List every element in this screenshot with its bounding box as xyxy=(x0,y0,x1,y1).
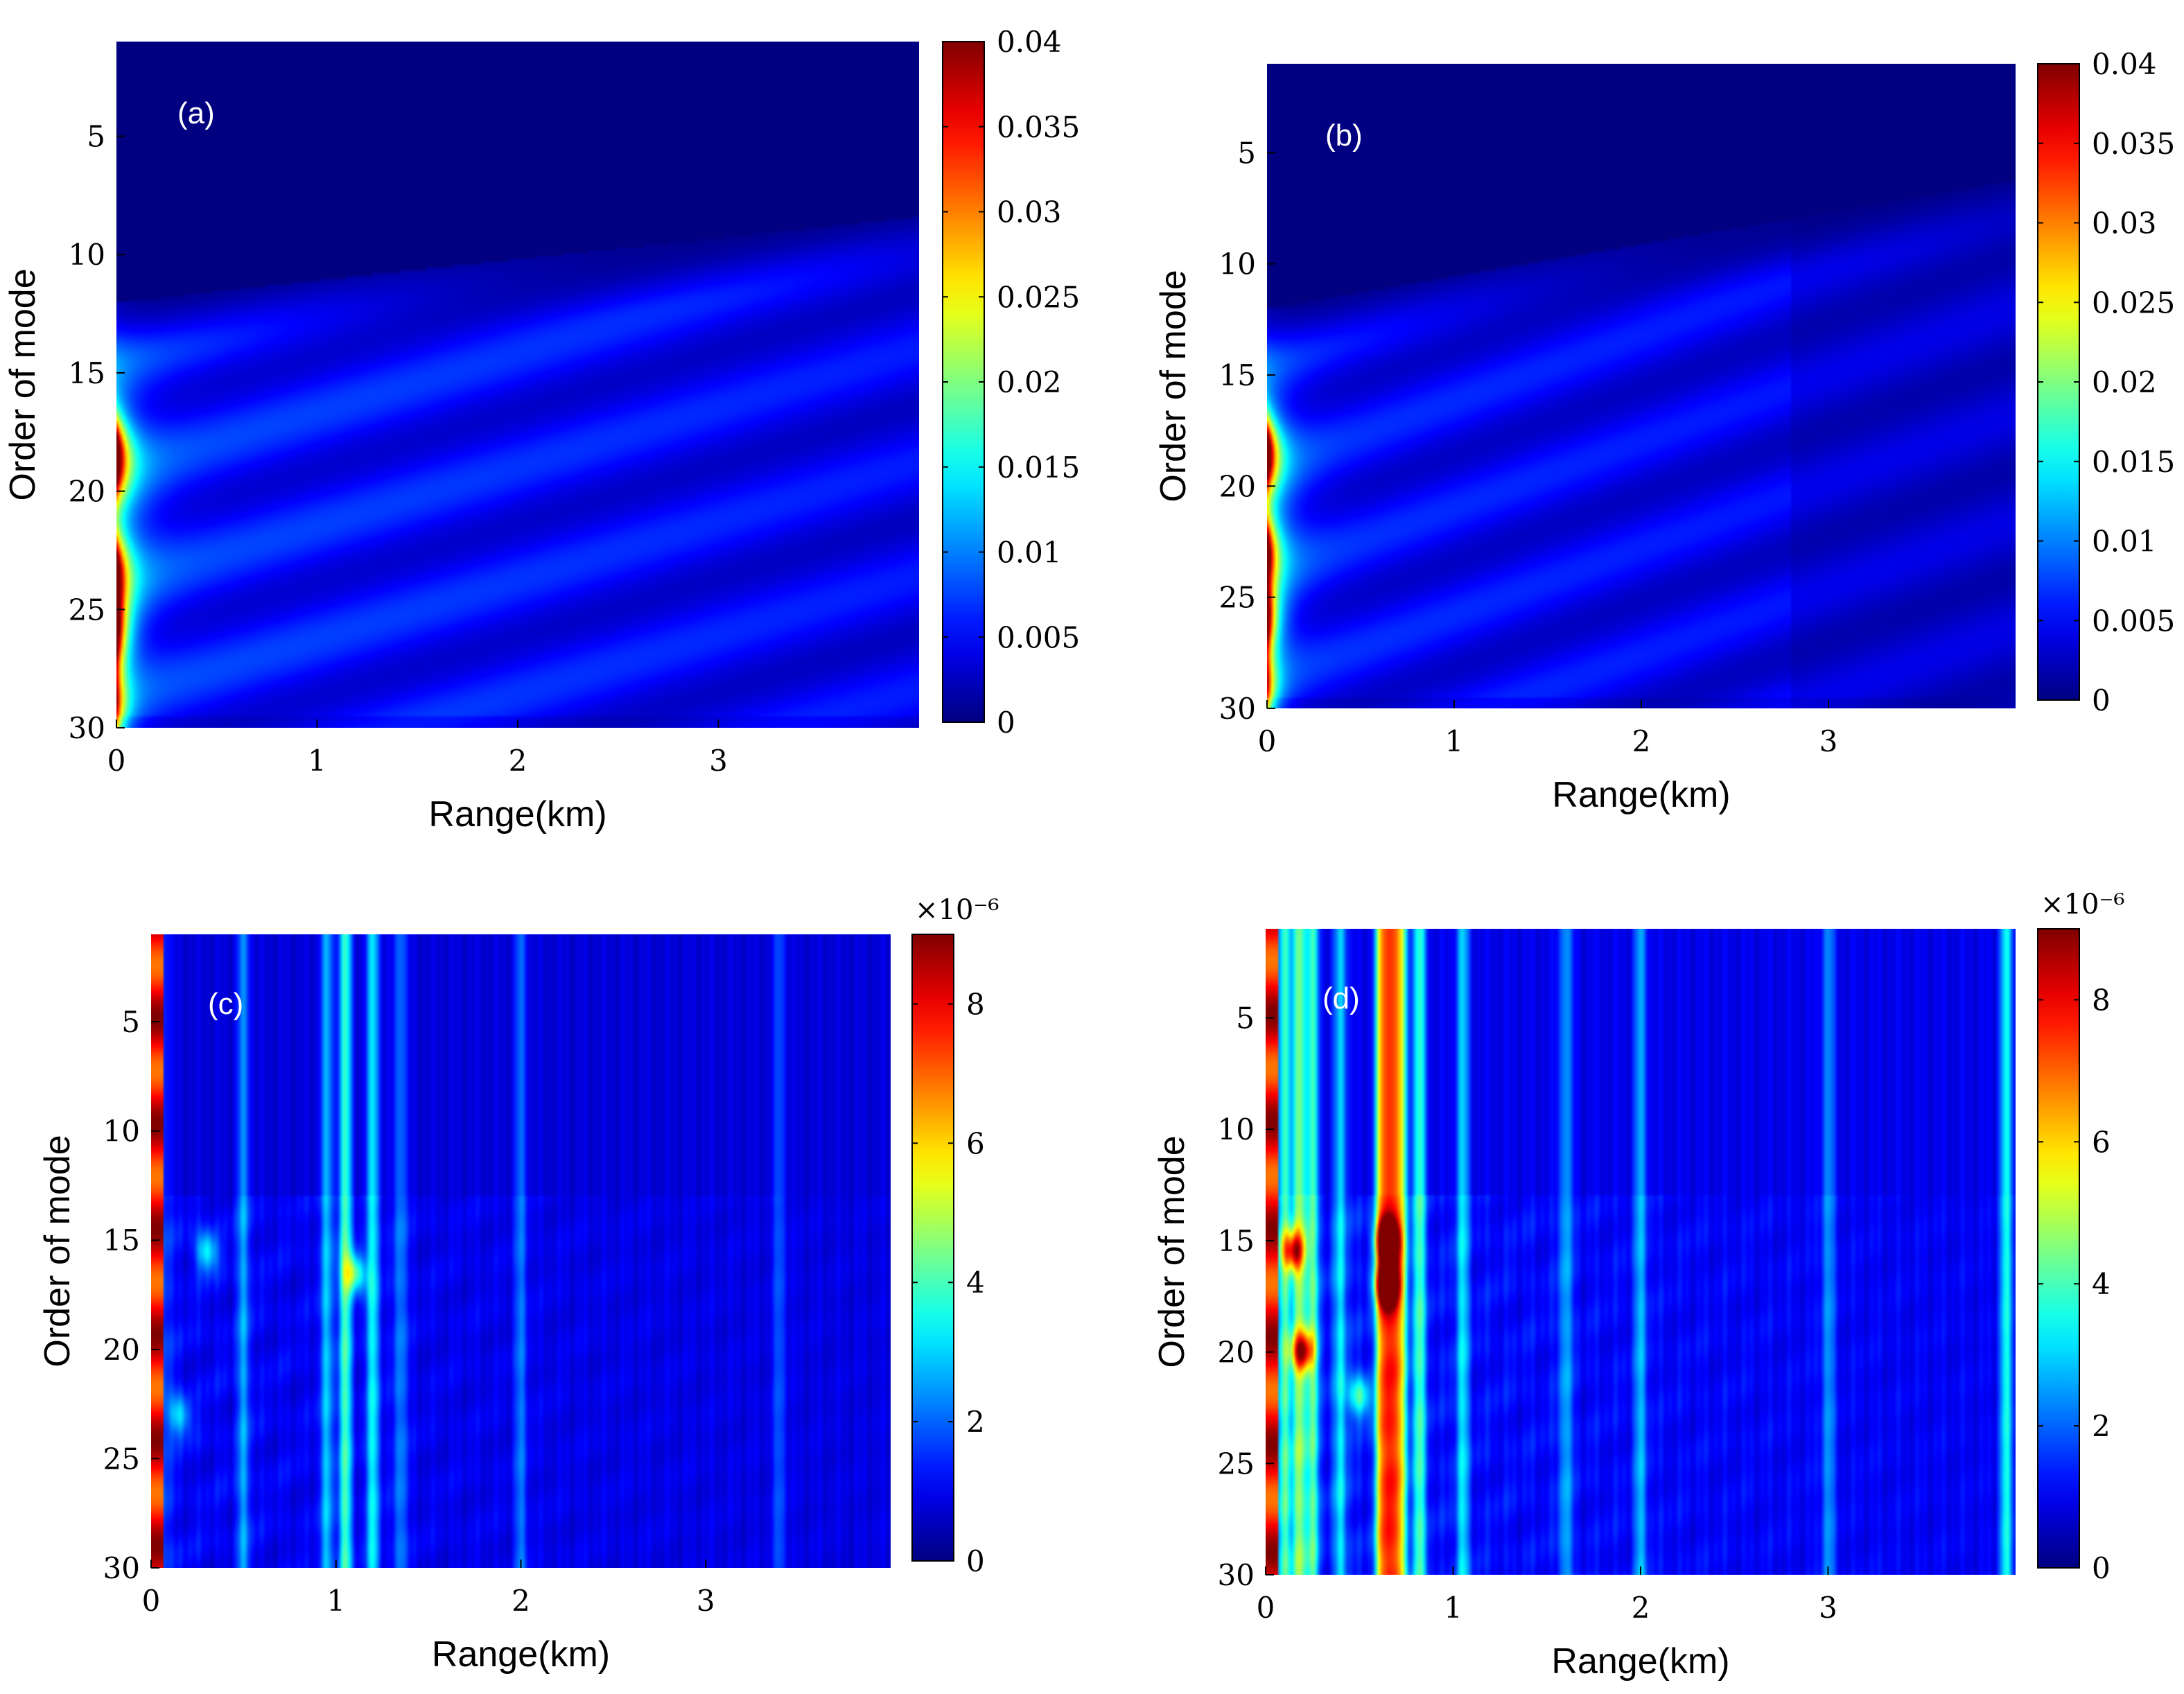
x-tick-label: 1 xyxy=(1444,1591,1462,1625)
colorbar-tick-label: 0 xyxy=(2092,683,2111,717)
panel-label: (c) xyxy=(208,987,243,1021)
x-tick-label: 1 xyxy=(326,1584,345,1618)
colorbar-tick-label: 0.03 xyxy=(997,195,1062,229)
x-tick-label: 0 xyxy=(107,744,126,778)
y-axis-label: Order of mode xyxy=(37,1135,78,1367)
colorbar-tick-label: 0.025 xyxy=(997,280,1080,314)
x-axis-label: Range(km) xyxy=(428,794,606,835)
y-tick-label: 30 xyxy=(1218,1558,1255,1592)
colorbar-tick-label: 8 xyxy=(2092,983,2111,1017)
y-tick-label: 10 xyxy=(69,238,105,272)
x-tick-label: 3 xyxy=(697,1584,715,1618)
heatmap-panel-a: (a) 0 1 2 3 5 10 15 20 25 30 Range(km) Order of mode… xyxy=(3,25,1080,835)
y-tick-label: 25 xyxy=(69,593,105,627)
y-tick-label: 5 xyxy=(121,1005,140,1039)
x-tick-label: 2 xyxy=(509,744,527,778)
y-tick-label: 15 xyxy=(1218,1224,1255,1258)
colorbar-tick-label: 0.02 xyxy=(2092,365,2157,399)
heatmap-image xyxy=(1266,929,2016,1575)
y-tick-label: 10 xyxy=(1219,247,1256,281)
colorbar-tick-label: 0.04 xyxy=(997,25,1062,59)
x-tick-label: 2 xyxy=(1632,724,1651,758)
x-tick-label: 2 xyxy=(512,1584,530,1618)
x-tick-label: 3 xyxy=(709,744,728,778)
y-tick-label: 5 xyxy=(1236,1002,1255,1036)
colorbar-tick-label: 0.02 xyxy=(997,365,1062,399)
colorbar-tick-label: 0.035 xyxy=(997,110,1080,144)
y-tick-label: 5 xyxy=(1237,136,1256,170)
y-tick-label: 10 xyxy=(1218,1112,1255,1146)
panel-label: (d) xyxy=(1322,981,1360,1015)
panel-label: (b) xyxy=(1325,119,1363,152)
y-tick-label: 20 xyxy=(69,475,105,509)
colorbar-tick-label: 8 xyxy=(966,987,985,1021)
x-tick-label: 0 xyxy=(1257,1591,1275,1625)
x-tick-label: 3 xyxy=(1819,724,1838,758)
y-tick-label: 25 xyxy=(103,1442,140,1476)
y-axis-label: Order of mode xyxy=(1153,270,1194,502)
colorbar-exponent-label: ×10⁻⁶ xyxy=(2041,889,2125,920)
colorbar-tick-label: 0.03 xyxy=(2092,207,2157,241)
colorbar-tick-label: 6 xyxy=(2092,1125,2111,1159)
y-tick-label: 15 xyxy=(103,1223,140,1257)
colorbar-tick-label: 0 xyxy=(997,706,1015,740)
x-tick-label: 1 xyxy=(308,744,326,778)
x-tick-label: 0 xyxy=(142,1584,161,1618)
colorbar-tick-label: 4 xyxy=(966,1266,985,1300)
colorbar-tick-label: 0 xyxy=(966,1544,985,1578)
panel-label: (a) xyxy=(177,96,215,130)
heatmap-image xyxy=(151,934,891,1568)
colorbar xyxy=(2037,928,2080,1569)
y-axis-label: Order of mode xyxy=(1152,1135,1192,1368)
x-tick-label: 1 xyxy=(1445,724,1464,758)
y-tick-label: 30 xyxy=(1219,692,1256,726)
colorbar-tick-label: 0.035 xyxy=(2092,127,2175,161)
y-axis-label: Order of mode xyxy=(3,268,43,500)
colorbar-tick-label: 4 xyxy=(2092,1267,2111,1301)
heatmap-panel-b: (b) 0 1 2 3 5 10 15 20 25 30 Range(km) Order of mode… xyxy=(1153,47,2175,815)
y-tick-label: 25 xyxy=(1218,1447,1255,1481)
colorbar xyxy=(942,41,985,723)
y-tick-label: 25 xyxy=(1219,581,1256,615)
colorbar xyxy=(911,934,954,1562)
colorbar-tick-label: 6 xyxy=(966,1126,985,1160)
y-tick-label: 5 xyxy=(87,120,105,154)
x-tick-label: 0 xyxy=(1258,724,1277,758)
y-tick-label: 20 xyxy=(1219,469,1256,503)
x-tick-label: 2 xyxy=(1632,1591,1650,1625)
colorbar-tick-label: 0.01 xyxy=(2092,525,2157,559)
y-tick-label: 15 xyxy=(69,356,105,390)
colorbar-tick-label: 0.025 xyxy=(2092,286,2175,320)
colorbar-tick-label: 0.005 xyxy=(2092,604,2175,638)
colorbar xyxy=(2037,63,2080,701)
colorbar-tick-label: 0 xyxy=(2092,1551,2111,1585)
colorbar-tick-label: 0.01 xyxy=(997,536,1062,570)
x-axis-label: Range(km) xyxy=(1552,775,1730,815)
y-tick-label: 20 xyxy=(103,1333,140,1367)
colorbar-tick-label: 0.015 xyxy=(997,451,1080,484)
y-tick-label: 10 xyxy=(103,1115,140,1149)
y-tick-label: 20 xyxy=(1218,1336,1255,1370)
colorbar-tick-label: 0.015 xyxy=(2092,445,2175,479)
heatmap-image xyxy=(1267,64,2016,708)
y-tick-label: 15 xyxy=(1219,358,1256,392)
x-tick-label: 3 xyxy=(1819,1591,1837,1625)
colorbar-tick-label: 2 xyxy=(966,1405,985,1439)
heatmap-image xyxy=(116,42,919,728)
colorbar-exponent-label: ×10⁻⁶ xyxy=(915,894,999,926)
y-tick-label: 30 xyxy=(69,711,105,745)
y-tick-label: 30 xyxy=(103,1551,140,1585)
x-axis-label: Range(km) xyxy=(432,1634,610,1675)
colorbar-tick-label: 0.04 xyxy=(2092,47,2157,81)
colorbar-tick-label: 0.005 xyxy=(997,620,1080,654)
colorbar-tick-label: 2 xyxy=(2092,1409,2111,1443)
x-axis-label: Range(km) xyxy=(1551,1641,1729,1682)
